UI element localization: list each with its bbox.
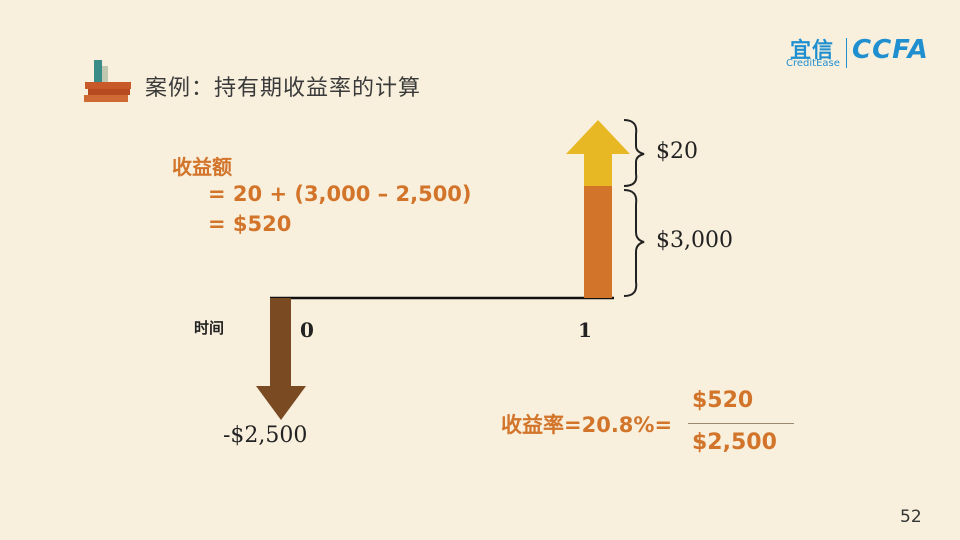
principal-label: $3,000 — [656, 228, 733, 253]
formula-line-2: = $520 — [208, 212, 292, 236]
formula-line-1: = 20 + (3,000 – 2,500) — [208, 182, 472, 206]
creditease-logo: 宜信 — [790, 38, 834, 62]
tick-1: 1 — [578, 318, 592, 342]
page-title: 案例：持有期收益率的计算 — [145, 76, 422, 101]
fraction-denominator: $2,500 — [692, 430, 777, 455]
fraction-line — [688, 423, 794, 424]
coupon-label: $20 — [656, 139, 698, 164]
tick-0: 0 — [300, 318, 314, 342]
brace-coupon — [623, 119, 645, 187]
logo-divider — [846, 38, 847, 68]
outflow-arrow — [256, 298, 306, 420]
books-icon — [84, 60, 131, 102]
outflow-label: -$2,500 — [223, 423, 308, 448]
time-axis-label: 时间 — [194, 319, 225, 337]
formula-label: 收益额 — [172, 155, 232, 179]
inflow-principal-bar — [584, 186, 612, 298]
rate-label: 收益率=20.8%= — [501, 413, 673, 437]
ccfa-logo: CCFA — [852, 35, 929, 65]
page-number: 52 — [900, 507, 922, 527]
creditease-logo-en: CreditEase — [786, 58, 840, 69]
inflow-coupon-arrow — [566, 120, 630, 186]
brace-principal — [623, 189, 645, 297]
fraction-numerator: $520 — [692, 388, 754, 413]
